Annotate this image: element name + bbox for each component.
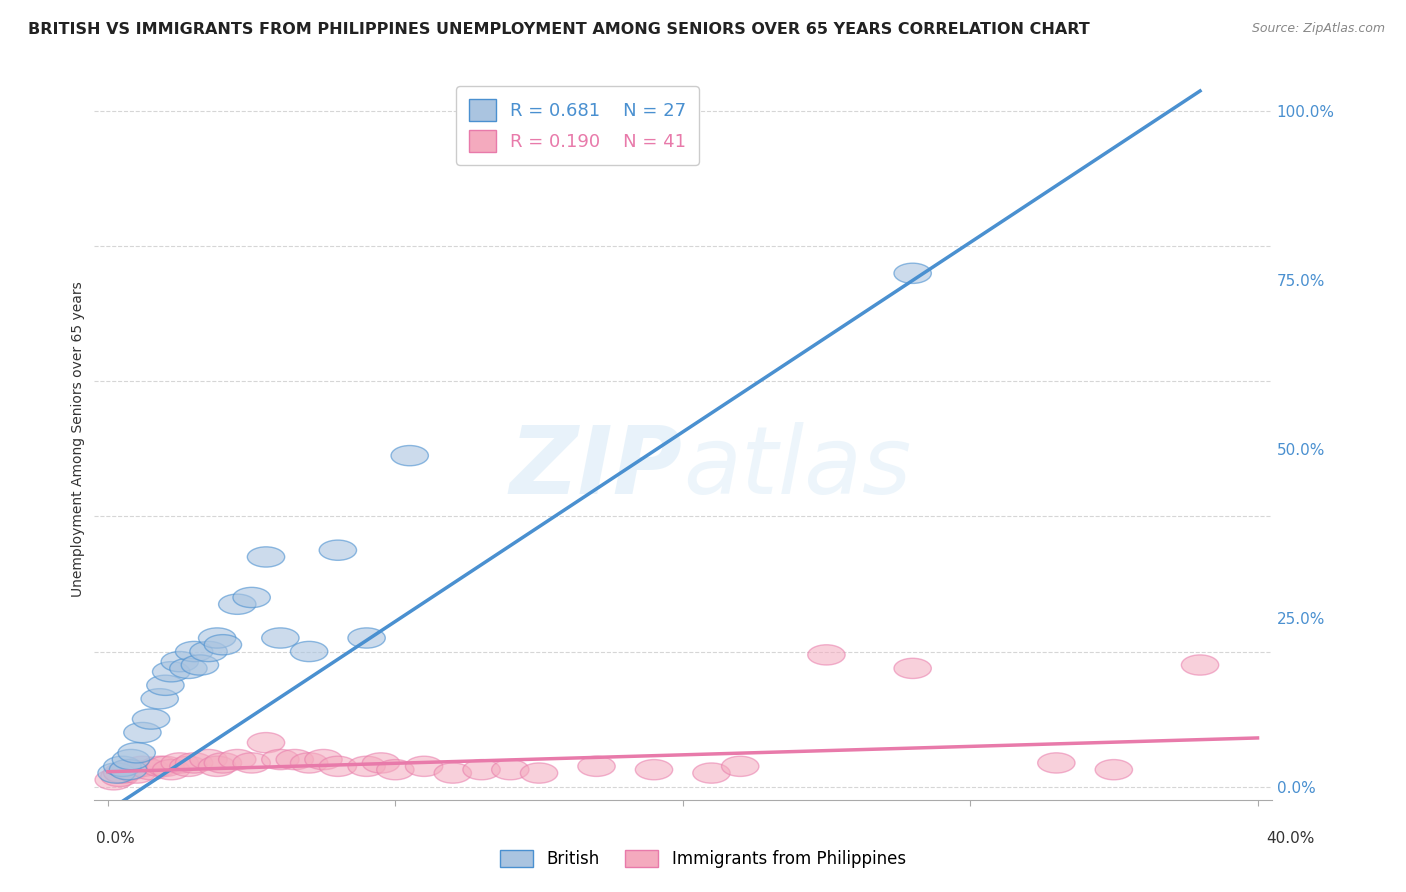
Ellipse shape [578,756,616,776]
Text: atlas: atlas [683,422,911,513]
Ellipse shape [276,749,314,770]
Ellipse shape [190,641,228,662]
Ellipse shape [693,763,730,783]
Ellipse shape [319,756,357,776]
Ellipse shape [218,749,256,770]
Ellipse shape [721,756,759,776]
Ellipse shape [118,743,156,763]
Ellipse shape [170,756,207,776]
Ellipse shape [233,587,270,607]
Ellipse shape [363,753,399,773]
Legend: British, Immigrants from Philippines: British, Immigrants from Philippines [494,843,912,875]
Ellipse shape [894,263,931,284]
Ellipse shape [262,749,299,770]
Ellipse shape [181,655,218,675]
Ellipse shape [492,760,529,780]
Ellipse shape [291,753,328,773]
Ellipse shape [347,756,385,776]
Ellipse shape [152,662,190,681]
Ellipse shape [170,658,207,679]
Ellipse shape [124,756,162,776]
Ellipse shape [198,756,236,776]
Ellipse shape [377,760,413,780]
Ellipse shape [110,760,146,780]
Ellipse shape [204,634,242,655]
Ellipse shape [520,763,558,783]
Ellipse shape [391,445,429,466]
Ellipse shape [124,723,162,743]
Text: BRITISH VS IMMIGRANTS FROM PHILIPPINES UNEMPLOYMENT AMONG SENIORS OVER 65 YEARS : BRITISH VS IMMIGRANTS FROM PHILIPPINES U… [28,22,1090,37]
Text: ZIP: ZIP [510,422,683,514]
Ellipse shape [96,770,132,790]
Ellipse shape [305,749,342,770]
Legend: R = 0.681    N = 27, R = 0.190    N = 41: R = 0.681 N = 27, R = 0.190 N = 41 [456,87,699,165]
Ellipse shape [190,749,228,770]
Ellipse shape [247,547,284,567]
Ellipse shape [463,121,501,142]
Ellipse shape [233,753,270,773]
Ellipse shape [101,766,138,787]
Ellipse shape [405,756,443,776]
Ellipse shape [1181,655,1219,675]
Ellipse shape [463,760,501,780]
Ellipse shape [1095,760,1132,780]
Ellipse shape [198,628,236,648]
Ellipse shape [434,763,471,783]
Ellipse shape [808,645,845,665]
Ellipse shape [146,756,184,776]
Ellipse shape [204,753,242,773]
Ellipse shape [152,760,190,780]
Ellipse shape [894,658,931,679]
Ellipse shape [291,641,328,662]
Text: 0.0%: 0.0% [96,831,135,846]
Ellipse shape [146,675,184,696]
Ellipse shape [132,709,170,729]
Ellipse shape [98,763,135,783]
Ellipse shape [1038,753,1076,773]
Y-axis label: Unemployment Among Seniors over 65 years: Unemployment Among Seniors over 65 years [72,281,86,597]
Text: Source: ZipAtlas.com: Source: ZipAtlas.com [1251,22,1385,36]
Ellipse shape [347,628,385,648]
Ellipse shape [112,760,149,780]
Ellipse shape [218,594,256,615]
Ellipse shape [141,756,179,776]
Ellipse shape [636,760,672,780]
Ellipse shape [247,732,284,753]
Ellipse shape [132,760,170,780]
Ellipse shape [262,628,299,648]
Ellipse shape [112,749,149,770]
Ellipse shape [104,756,141,776]
Ellipse shape [319,540,357,560]
Ellipse shape [141,689,179,709]
Ellipse shape [162,753,198,773]
Ellipse shape [162,651,198,672]
Ellipse shape [118,763,156,783]
Ellipse shape [176,753,212,773]
Ellipse shape [176,641,212,662]
Text: 40.0%: 40.0% [1267,831,1315,846]
Ellipse shape [104,763,141,783]
